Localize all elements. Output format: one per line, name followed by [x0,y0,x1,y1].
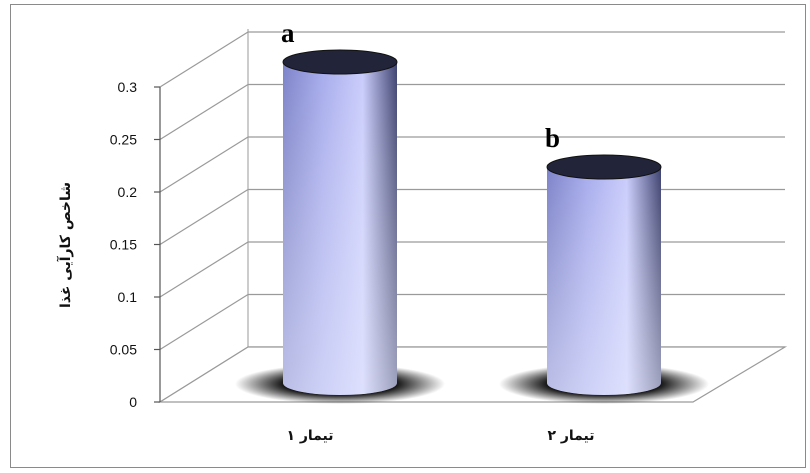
category-label: تیمار ۲ [547,428,594,444]
gridline-side [159,293,249,351]
bar-top [282,49,398,75]
y-tick-label: 0.3 [118,79,138,95]
bar [235,49,445,404]
gridline-side [159,188,249,246]
category-label: تیمار ۱ [286,428,333,444]
gridline-side [159,31,249,88]
y-tick-label: 0.25 [110,132,137,148]
significance-letter: a [281,18,295,48]
gridline-side [159,83,249,141]
axis-layer: 0 0.05 0.1 0.15 0.2 0.25 0.3 شاخص کارآیی غذا [56,79,161,410]
y-axis-title: شاخص کارآیی غذا [56,182,74,308]
y-tick-label: 0 [129,394,137,410]
y-tick-label: 0.15 [110,237,137,253]
y-tick-label: 0.05 [110,342,137,358]
label-layer: a تیمار ۱ b تیمار ۲ [281,18,595,444]
gridline-side [159,241,249,298]
y-tick-label: 0.1 [118,289,138,305]
grid-layer [157,29,788,403]
gridline-side [159,136,249,193]
bar [499,154,709,404]
bar-top [546,154,662,180]
significance-letter: b [545,123,560,153]
y-tick-label: 0.2 [118,184,138,200]
bar-body-gloss [283,62,397,395]
bar-body-gloss [547,167,661,395]
bar-layer [235,49,709,404]
